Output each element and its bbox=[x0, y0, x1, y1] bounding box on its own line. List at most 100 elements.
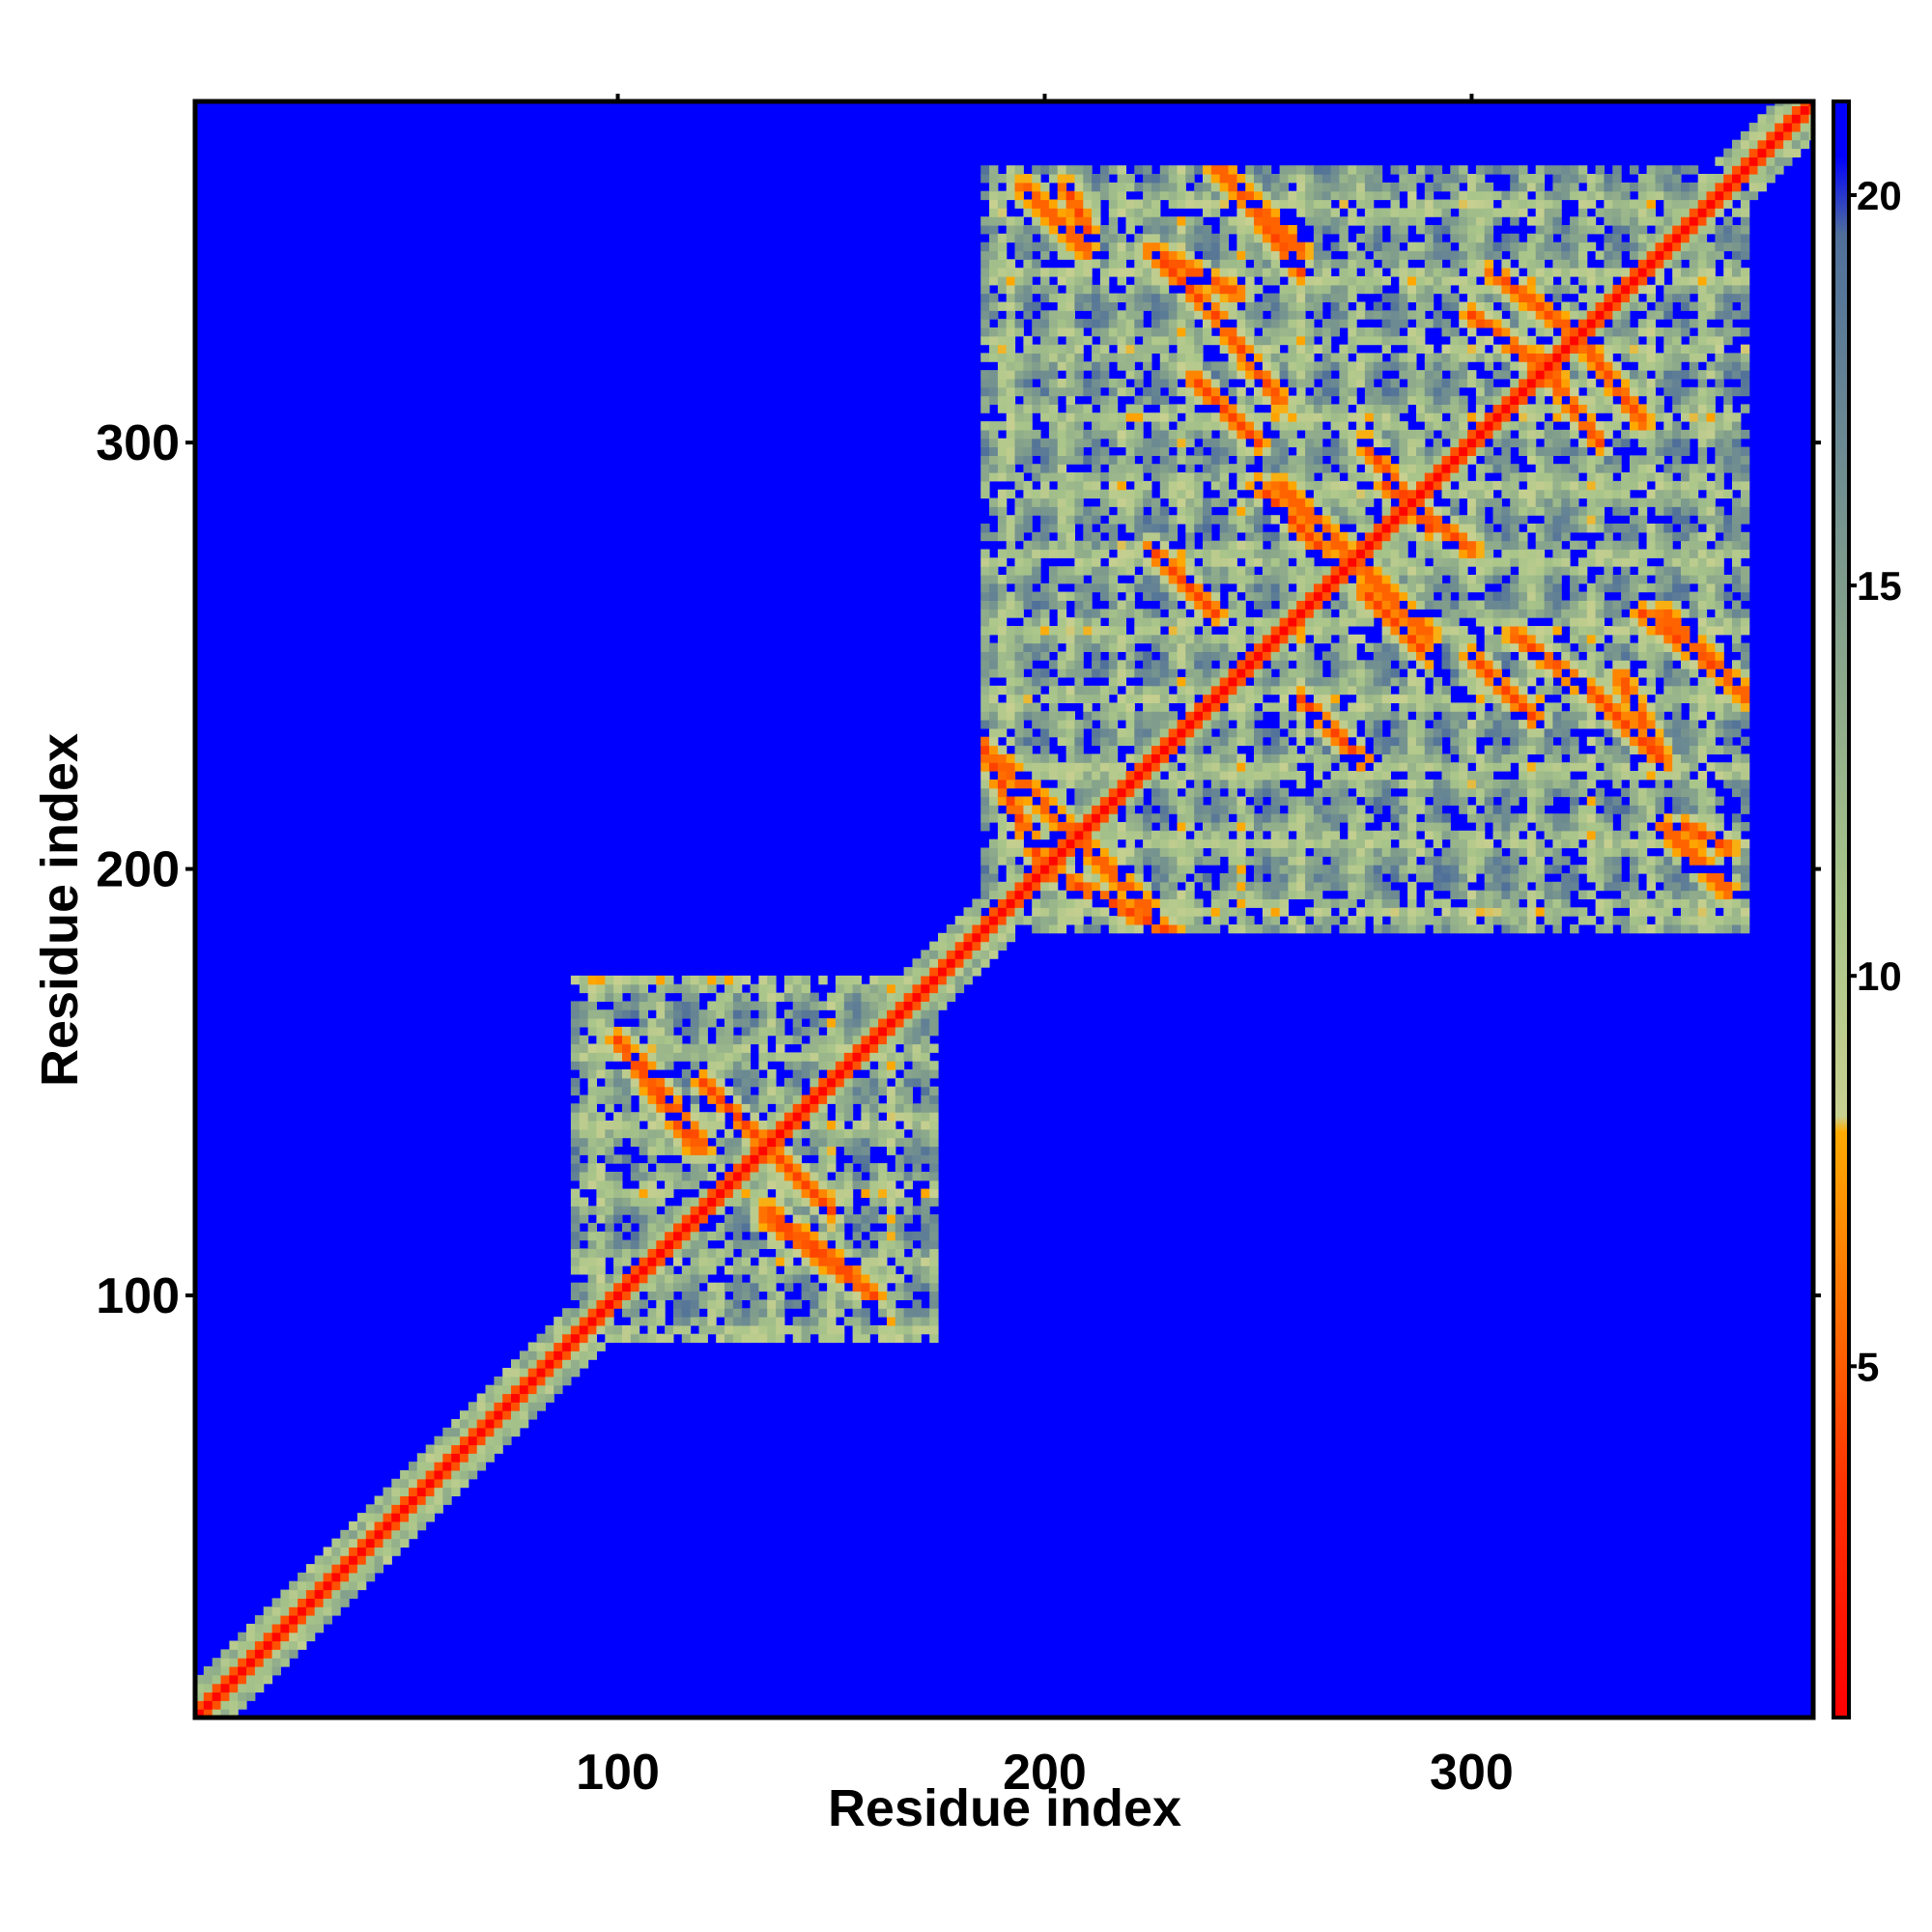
heatmap-cell bbox=[630, 1086, 640, 1096]
heatmap-cell bbox=[732, 992, 743, 1002]
heatmap-cell bbox=[1092, 566, 1101, 576]
heatmap-cell bbox=[903, 992, 913, 1002]
heatmap-cell bbox=[1125, 515, 1135, 525]
heatmap-cell bbox=[647, 1137, 657, 1148]
heatmap-cell bbox=[818, 1172, 828, 1181]
heatmap-cell bbox=[852, 1086, 862, 1096]
heatmap-cell bbox=[980, 250, 990, 260]
heatmap-cell bbox=[921, 1112, 930, 1122]
heatmap-cell bbox=[997, 711, 1008, 721]
heatmap-cell bbox=[1065, 873, 1075, 883]
heatmap-cell bbox=[1245, 566, 1255, 576]
heatmap-cell bbox=[622, 1239, 632, 1249]
heatmap-cell bbox=[1228, 822, 1237, 832]
heatmap-cell bbox=[1099, 702, 1110, 712]
heatmap-cell bbox=[989, 497, 999, 507]
heatmap-cell bbox=[1092, 395, 1101, 405]
heatmap-cell bbox=[1245, 412, 1255, 422]
heatmap-cell bbox=[1006, 386, 1016, 397]
heatmap-cell bbox=[1279, 182, 1289, 192]
heatmap-cell bbox=[818, 1291, 828, 1300]
heatmap-cell bbox=[1032, 472, 1041, 482]
heatmap-cell bbox=[1143, 727, 1152, 738]
heatmap-cell bbox=[750, 1282, 759, 1293]
heatmap-cell bbox=[1048, 446, 1059, 456]
heatmap-cell bbox=[630, 1128, 640, 1139]
heatmap-cell bbox=[1321, 907, 1332, 917]
heatmap-cell bbox=[1032, 182, 1041, 192]
heatmap-cell bbox=[579, 1231, 589, 1241]
heatmap-cell bbox=[673, 1001, 683, 1010]
heatmap-cell bbox=[460, 1444, 469, 1454]
heatmap-cell bbox=[1219, 216, 1230, 226]
heatmap-cell bbox=[1014, 233, 1024, 243]
heatmap-cell bbox=[1065, 225, 1075, 235]
heatmap-cell bbox=[1210, 515, 1221, 525]
heatmap-cell bbox=[1210, 907, 1221, 917]
heatmap-cell bbox=[639, 1163, 648, 1173]
heatmap-cell bbox=[861, 1128, 870, 1139]
heatmap-cell bbox=[1219, 668, 1230, 678]
heatmap-cell bbox=[750, 1121, 759, 1130]
heatmap-cell bbox=[1040, 361, 1050, 371]
heatmap-cell bbox=[843, 1273, 854, 1284]
heatmap-cell bbox=[716, 1026, 725, 1037]
heatmap-cell bbox=[613, 1299, 623, 1309]
heatmap-cell bbox=[980, 771, 990, 781]
heatmap-cell bbox=[903, 1333, 913, 1344]
heatmap-cell bbox=[1296, 822, 1306, 832]
heatmap-cell bbox=[1151, 531, 1161, 542]
heatmap-cell bbox=[622, 983, 632, 994]
heatmap-cell bbox=[1006, 327, 1016, 337]
heatmap-cell bbox=[861, 1061, 870, 1070]
heatmap-cell bbox=[1185, 497, 1195, 507]
heatmap-cell bbox=[1040, 293, 1050, 302]
heatmap-cell bbox=[1262, 676, 1272, 687]
heatmap-cell bbox=[1040, 626, 1050, 636]
heatmap-cell bbox=[1065, 250, 1075, 260]
heatmap-cell bbox=[1143, 830, 1152, 840]
heatmap-cell bbox=[1185, 412, 1195, 422]
heatmap-cell bbox=[519, 1402, 529, 1411]
heatmap-cell bbox=[1134, 753, 1144, 763]
heatmap-cell bbox=[1159, 319, 1170, 328]
heatmap-cell bbox=[1074, 779, 1084, 789]
heatmap-cell bbox=[1313, 907, 1323, 917]
heatmap-cell bbox=[1048, 642, 1059, 652]
heatmap-cell bbox=[1117, 190, 1126, 201]
heatmap-cell bbox=[1134, 651, 1144, 661]
heatmap-cell bbox=[1185, 796, 1195, 806]
heatmap-cell bbox=[878, 1291, 888, 1300]
heatmap-cell bbox=[409, 1495, 418, 1505]
heatmap-cell bbox=[1040, 182, 1050, 192]
heatmap-cell bbox=[1023, 284, 1033, 295]
heatmap-cell bbox=[1288, 438, 1297, 448]
heatmap-cell bbox=[887, 1001, 896, 1010]
heatmap-cell bbox=[989, 208, 999, 217]
heatmap-cell bbox=[1313, 208, 1323, 217]
heatmap-cell bbox=[732, 1077, 743, 1088]
heatmap-cell bbox=[570, 1001, 581, 1010]
heatmap-cell bbox=[1321, 881, 1332, 892]
heatmap-cell bbox=[1185, 455, 1195, 465]
heatmap-cell bbox=[1245, 856, 1255, 866]
heatmap-cell bbox=[895, 1231, 905, 1241]
heatmap-cell bbox=[1040, 404, 1050, 413]
heatmap-cell bbox=[921, 958, 930, 968]
heatmap-cell bbox=[596, 1206, 606, 1215]
heatmap-cell bbox=[1057, 438, 1067, 448]
heatmap-cell bbox=[741, 1094, 752, 1104]
heatmap-cell bbox=[391, 1538, 401, 1548]
heatmap-cell bbox=[1083, 609, 1093, 618]
heatmap-cell bbox=[1236, 566, 1246, 576]
heatmap-cell bbox=[895, 1052, 905, 1062]
heatmap-cell bbox=[1270, 353, 1281, 362]
heatmap-cell bbox=[1288, 575, 1297, 584]
heatmap-cell bbox=[929, 1009, 939, 1019]
heatmap-cell bbox=[1296, 524, 1306, 533]
heatmap-cell bbox=[758, 1137, 768, 1148]
heatmap-cell bbox=[698, 1188, 708, 1198]
heatmap-cell bbox=[1099, 582, 1110, 593]
heatmap-cell bbox=[1210, 412, 1221, 422]
heatmap-cell bbox=[1125, 898, 1135, 908]
